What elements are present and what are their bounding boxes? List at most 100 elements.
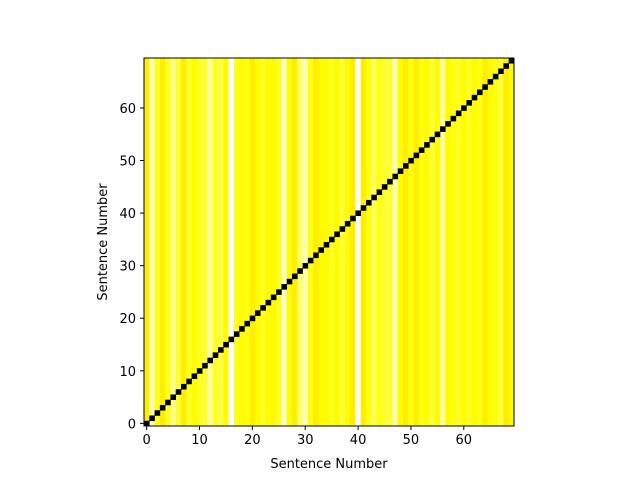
x-axis-label: Sentence Number (270, 457, 388, 472)
diagonal-cell (302, 263, 309, 269)
diagonal-cell (350, 215, 356, 222)
heatmap-column (403, 58, 409, 426)
diagonal-cell (471, 94, 478, 101)
heatmap-column (508, 58, 515, 426)
heatmap-column (276, 58, 282, 426)
diagonal-cell (323, 242, 330, 248)
diagonal-cell (149, 415, 155, 422)
heatmap-column (455, 58, 462, 426)
diagonal-cell (445, 121, 451, 127)
diagonal-cell (218, 347, 224, 353)
diagonal-cell (376, 189, 383, 195)
diagonal-cell (249, 315, 256, 322)
y-tick-label: 20 (119, 312, 136, 327)
diagonal-cell (392, 173, 399, 180)
diagonal-cell (165, 399, 171, 406)
heatmap-column (159, 58, 166, 426)
heatmap-column (339, 58, 346, 426)
diagonal-cell (492, 73, 499, 80)
diagonal-cell (292, 273, 298, 280)
diagonal-cell (255, 310, 261, 316)
diagonal-cell (366, 199, 372, 206)
diagonal-cell (487, 79, 494, 85)
heatmap-column (471, 58, 478, 426)
heatmap-column (440, 58, 446, 426)
diagonal-cell (397, 168, 404, 174)
diagonal-cell (175, 389, 182, 395)
x-tick-label: 10 (191, 433, 208, 448)
diagonal-cell (196, 368, 203, 374)
diagonal-cell (355, 210, 362, 217)
x-tick-label: 0 (143, 433, 151, 448)
diagonal-cell (387, 178, 393, 185)
heatmap-column (413, 58, 420, 426)
y-tick-label: 0 (128, 417, 136, 432)
heatmap-diagonal (144, 58, 515, 427)
diagonal-cell (508, 58, 515, 64)
heatmap-column (371, 58, 377, 426)
heatmap-column (149, 58, 155, 426)
heatmap-column (270, 58, 277, 426)
diagonal-cell (181, 383, 187, 390)
diagonal-cell (297, 268, 303, 274)
heatmap-column (392, 58, 399, 426)
diagonal-cell (381, 184, 388, 190)
heatmap-column (344, 58, 351, 426)
heatmap-column (196, 58, 203, 426)
diagonal-cell (455, 110, 462, 117)
heatmap-column (181, 58, 187, 426)
heatmap-column (408, 58, 414, 426)
heatmap-column (202, 58, 208, 426)
heatmap-column (487, 58, 494, 426)
heatmap-column (429, 58, 436, 426)
heatmap-column (492, 58, 499, 426)
x-tick-label: 40 (350, 433, 367, 448)
heatmap-column (292, 58, 298, 426)
heatmap-column (144, 58, 150, 426)
heatmap-column (450, 58, 457, 426)
diagonal-cell (276, 289, 282, 295)
heatmap-column (223, 58, 229, 426)
heatmap-column (424, 58, 430, 426)
heatmap-column (482, 58, 488, 426)
diagonal-cell (371, 194, 377, 201)
diagonal-cell (233, 331, 240, 337)
diagonal-cell (424, 142, 430, 148)
diagonal-cell (260, 305, 266, 311)
diagonal-cell (329, 236, 335, 243)
diagonal-cell (270, 294, 277, 301)
heatmap-column (186, 58, 192, 426)
diagonal-cell (344, 220, 351, 227)
diagonal-cell (191, 373, 198, 379)
diagonal-cell (286, 278, 293, 285)
diagonal-cell (318, 247, 325, 253)
diagonal-cell (461, 105, 467, 111)
diagonal-cell (223, 341, 229, 348)
plot-frame (143, 57, 515, 427)
heatmap-column (281, 58, 288, 426)
diagonal-cell (281, 284, 288, 290)
heatmap-column (461, 58, 467, 426)
heatmap-column (218, 58, 224, 426)
heatmap-column (228, 58, 235, 426)
heatmap-column (249, 58, 256, 426)
diagonal-cell (503, 63, 510, 69)
heatmap-column (381, 58, 388, 426)
y-axis: 0 10 20 30 40 50 60 (119, 102, 144, 432)
heatmap-column (265, 58, 272, 426)
heatmap-column (170, 58, 177, 426)
diagonal-cell (159, 404, 166, 411)
diagonal-cell (408, 157, 414, 164)
diagonal-cell (228, 336, 235, 343)
y-tick-label: 40 (119, 207, 136, 222)
diagonal-cell (498, 68, 504, 75)
heatmap-column (302, 58, 309, 426)
heatmap-column (175, 58, 182, 426)
diagonal-cell (403, 163, 409, 169)
x-tick-label: 50 (403, 433, 420, 448)
diagonal-cell (154, 410, 161, 416)
heatmap-column (212, 58, 219, 426)
diagonal-cell (360, 205, 367, 211)
heatmap-column (418, 58, 425, 426)
